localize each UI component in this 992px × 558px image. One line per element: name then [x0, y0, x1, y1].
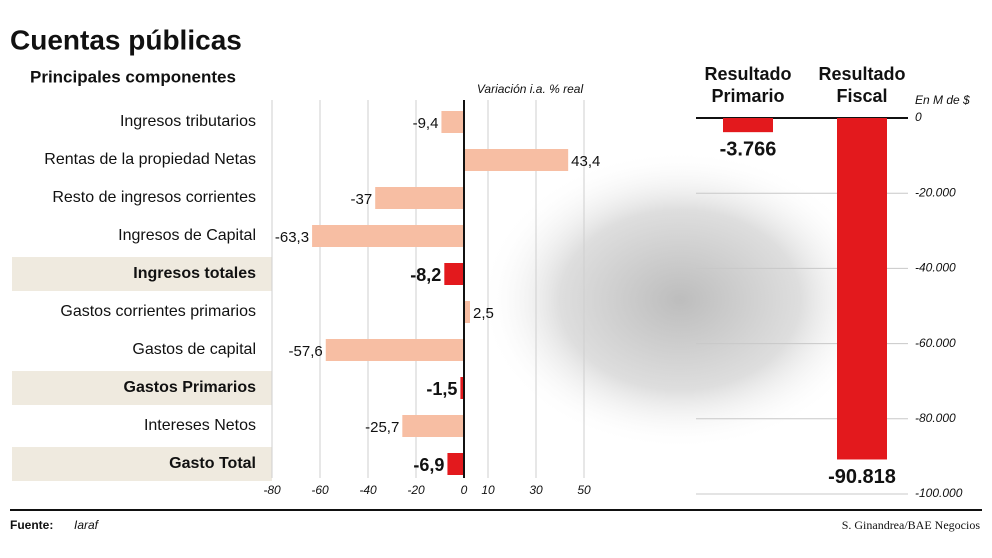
- category-label: Resto de ingresos corrientes: [52, 189, 256, 206]
- row-highlight: [12, 257, 272, 291]
- category-label: Ingresos tributarios: [120, 113, 256, 130]
- bar: [837, 118, 887, 460]
- value-label: -3.766: [720, 138, 777, 160]
- y-tick-label: -40.000: [915, 261, 956, 275]
- row-highlight: [12, 371, 272, 405]
- subtitle: Principales componentes: [30, 67, 236, 86]
- value-label: -90.818: [828, 466, 896, 488]
- bar: [444, 263, 464, 285]
- bar: [325, 339, 464, 361]
- credit: S. Ginandrea/BAE Negocios: [842, 518, 981, 532]
- bar: [460, 377, 464, 399]
- y-tick-label: 0: [915, 110, 922, 124]
- axis-label: En M de $: [915, 93, 970, 107]
- y-tick-label: -60.000: [915, 336, 956, 350]
- x-tick-label: 0: [461, 483, 468, 497]
- x-tick-label: 30: [529, 483, 543, 497]
- x-tick-label: -40: [359, 483, 377, 497]
- y-tick-label: -100.000: [915, 486, 963, 500]
- category-label: Gasto Total: [169, 455, 256, 472]
- value-label: -25,7: [365, 419, 399, 436]
- value-label: -9,4: [413, 115, 439, 132]
- category-label: Gastos de capital: [132, 341, 256, 358]
- bar: [447, 453, 464, 475]
- value-label: -1,5: [426, 379, 457, 399]
- bar: [464, 301, 470, 323]
- category-label: Intereses Netos: [144, 417, 256, 434]
- category-label: Gastos corrientes primarios: [60, 303, 256, 320]
- value-label: 2,5: [473, 305, 494, 322]
- bar: [464, 149, 569, 171]
- value-label: -8,2: [410, 265, 441, 285]
- category-label: Resultado Fiscal: [818, 64, 906, 106]
- y-tick-label: -80.000: [915, 411, 956, 425]
- bar: [312, 225, 464, 247]
- bar: [402, 415, 464, 437]
- category-label: Ingresos totales: [133, 265, 256, 282]
- category-label: Ingresos de Capital: [118, 227, 256, 244]
- bar: [375, 187, 464, 209]
- x-tick-label: -20: [407, 483, 425, 497]
- y-tick-label: -20.000: [915, 185, 956, 199]
- bar: [723, 118, 773, 133]
- background-photo: [480, 150, 880, 450]
- axis-label: Variación i.a. % real: [477, 82, 584, 96]
- source: Iaraf: [74, 518, 100, 532]
- x-tick-label: -80: [263, 483, 281, 497]
- value-label: -6,9: [413, 455, 444, 475]
- category-label: Resultado Primario: [704, 64, 792, 106]
- title: Cuentas públicas: [10, 24, 242, 55]
- value-label: -63,3: [275, 229, 309, 246]
- x-tick-label: 50: [577, 483, 591, 497]
- source-label: Fuente:: [10, 518, 53, 532]
- category-label: Rentas de la propiedad Netas: [44, 151, 256, 168]
- value-label: 43,4: [571, 153, 600, 170]
- bar: [441, 111, 464, 133]
- x-tick-label: 10: [481, 483, 495, 497]
- category-label: Gastos Primarios: [124, 379, 257, 396]
- value-label: -57,6: [289, 343, 323, 360]
- x-tick-label: -60: [311, 483, 329, 497]
- row-highlight: [12, 447, 272, 481]
- value-label: -37: [351, 191, 373, 208]
